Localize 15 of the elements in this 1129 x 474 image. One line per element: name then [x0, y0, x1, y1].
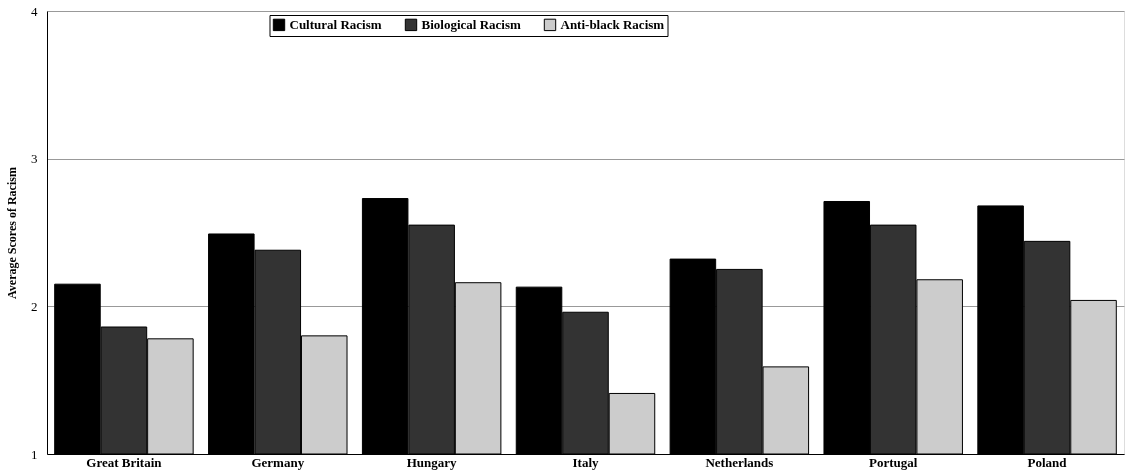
x-tick-label: Portugal [869, 454, 918, 470]
y-tick-label: 2 [31, 298, 38, 314]
legend-label: Anti-black Racism [560, 16, 665, 32]
y-tick-label: 3 [31, 151, 38, 167]
y-tick-label: 1 [31, 446, 38, 462]
y-tick-label: 4 [31, 3, 38, 19]
legend-label: Cultural Racism [289, 16, 382, 32]
x-tick-label: Poland [1027, 454, 1068, 470]
x-tick-label: Netherlands [705, 454, 774, 470]
legend-label: Biological Racism [421, 16, 521, 32]
x-tick-label: Germany [251, 454, 305, 470]
x-tick-label: Hungary [406, 454, 458, 470]
y-axis-title: Average Scores of Racism [5, 167, 19, 299]
x-tick-label: Great Britain [86, 454, 163, 470]
x-tick-label: Italy [572, 454, 599, 470]
